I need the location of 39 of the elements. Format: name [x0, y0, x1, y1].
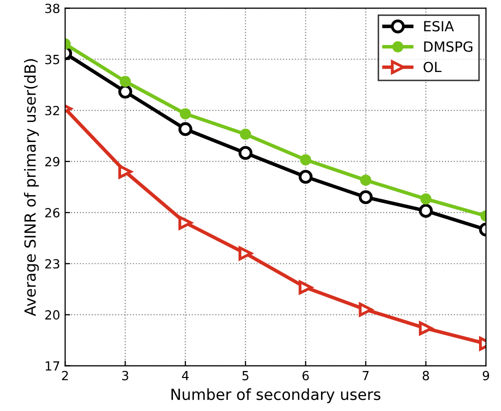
y-tick-label: 23	[45, 259, 60, 269]
legend-label: OL	[424, 62, 442, 72]
point	[358, 190, 373, 204]
x-tick-label: 8	[422, 370, 429, 380]
y-tick-label: 35	[45, 54, 60, 64]
point	[298, 170, 313, 184]
x-tick-label: 7	[362, 371, 369, 380]
x-tick-label: 9	[482, 370, 490, 380]
point	[178, 122, 192, 136]
point	[240, 128, 252, 140]
legend-label: DMSPG	[424, 41, 472, 52]
y-tick-label: 32	[45, 106, 60, 116]
y-tick-label: 26	[45, 208, 60, 218]
y-tick-label: 29	[45, 156, 60, 166]
point	[178, 216, 192, 230]
point	[238, 246, 252, 260]
point	[298, 280, 313, 294]
point	[418, 204, 433, 218]
y-tick-label: 38	[45, 4, 60, 14]
x-tick-label: 3	[122, 370, 128, 380]
point	[360, 174, 372, 186]
legend-label: ESIA	[424, 20, 454, 32]
y-tick-label: 17	[46, 361, 60, 371]
x-tick-label: 2	[62, 370, 68, 380]
x-axis-title: Number of secondary users	[171, 388, 380, 404]
y-tick-label: 20	[45, 310, 60, 320]
point	[118, 164, 132, 179]
point	[420, 193, 432, 204]
point	[418, 321, 433, 336]
x-tick-label: 6	[302, 370, 309, 380]
x-tick-label: 4	[182, 371, 189, 380]
point	[300, 154, 312, 166]
point	[120, 76, 131, 87]
x-tick-label: 5	[242, 371, 248, 380]
point	[238, 146, 252, 160]
y-axis-title: Average SINR of primary user(dB)	[24, 59, 39, 316]
point	[180, 108, 191, 120]
point	[358, 302, 373, 317]
point	[118, 84, 132, 99]
